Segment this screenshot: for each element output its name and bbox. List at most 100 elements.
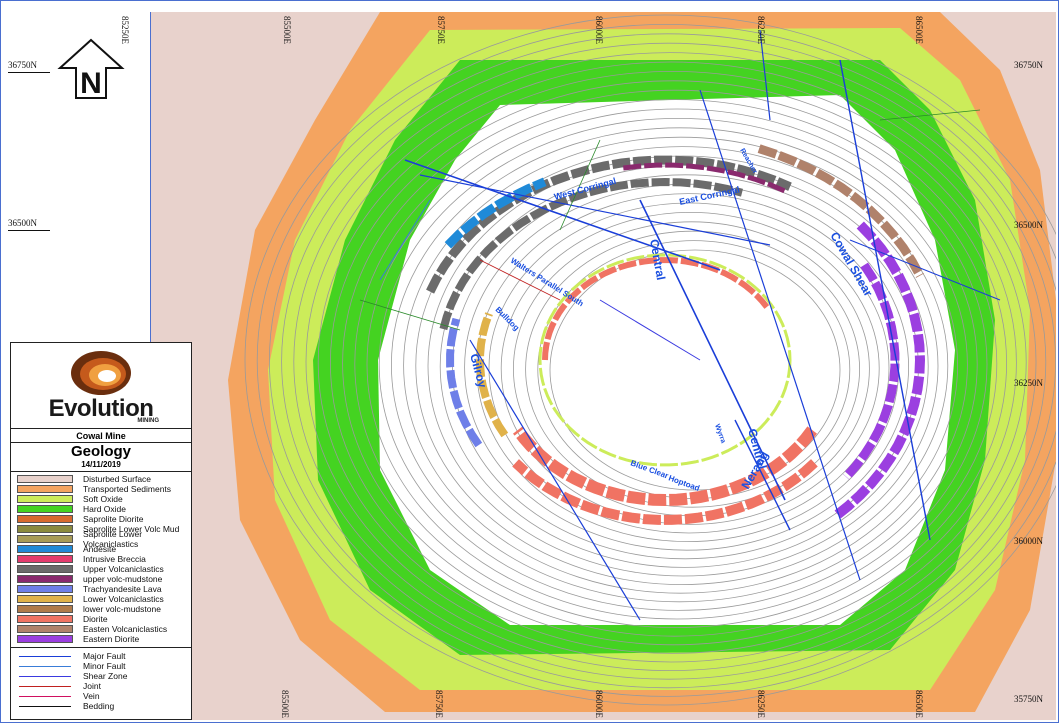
easting-label-bottom: 86250E: [756, 690, 766, 718]
legend-unit-row: Easten Volcaniclastics: [17, 624, 191, 634]
northing-tick: [8, 72, 50, 73]
legend-unit-row: Saprolite Lower Volc Mud: [17, 524, 191, 534]
company-logo: Evolution MINING: [11, 343, 191, 429]
legend-line-label: Minor Fault: [83, 661, 126, 671]
bench-contour: [293, 52, 1047, 672]
legend-unit-row: Intrusive Breccia: [17, 554, 191, 564]
legend-swatch: [17, 555, 73, 563]
legend-unit-row: Diorite: [17, 614, 191, 624]
legend-unit-label: Saprolite Lower Volc Mud: [83, 524, 180, 534]
geology-unit-band: [832, 221, 926, 521]
fault-line: [404, 159, 721, 271]
legend-swatch: [17, 495, 73, 503]
line-type-legend: Major Fault Minor Fault Shear Zone Joint Vei…: [11, 647, 191, 711]
fault-line: [419, 174, 771, 246]
legend-unit-row: Transported Sediments: [17, 484, 191, 494]
legend-line-swatch: [17, 682, 73, 690]
legend-swatch: [17, 575, 73, 583]
bench-contour: [488, 202, 890, 534]
easting-label-top: 85750E: [436, 16, 446, 44]
geology-unit-band: [542, 257, 770, 361]
map-title: Geology: [70, 443, 131, 460]
bench-contour: [500, 211, 880, 525]
bench-contour: [281, 42, 1056, 680]
bench-contour: [439, 164, 929, 568]
geology-unit-band: [476, 312, 509, 438]
title-block: Cowal Mine Geology 14/11/2019: [11, 429, 191, 472]
fault-line: [359, 299, 461, 331]
legend-line-label: Joint: [83, 681, 101, 691]
northing-label-left: 36500N: [8, 218, 37, 228]
legend-line-label: Vein: [83, 691, 100, 701]
fault-line: [759, 29, 771, 121]
fault-line: [839, 59, 931, 541]
legend-swatch: [17, 545, 73, 553]
northing-tick: [8, 230, 50, 231]
legend-swatch: [17, 605, 73, 613]
legend-line-swatch: [17, 652, 73, 660]
legend-unit-label: Saprolite Lower Volcaniclastics: [83, 529, 143, 549]
legend-swatch: [17, 525, 73, 533]
legend-unit-label: Saprolite Diorite: [83, 514, 144, 524]
legend-line-swatch: [17, 692, 73, 700]
bench-contour: [317, 70, 1027, 654]
legend-unit-row: Eastern Diorite: [17, 634, 191, 644]
geology-unit-band: [757, 144, 924, 278]
legend-unit-label: Trachyandesite Lava: [83, 584, 162, 594]
legend-line-row: Minor Fault: [17, 661, 191, 671]
bench-contour: [378, 117, 978, 611]
easting-label-bottom: 86000E: [594, 690, 604, 718]
fault-line: [599, 299, 701, 361]
legend-swatch: [17, 615, 73, 623]
legend-line-label: Bedding: [83, 701, 115, 711]
legend-unit-row: upper volc-mudstone: [17, 574, 191, 584]
legend-unit-label: Eastern Diorite: [83, 634, 140, 644]
geology-unit-band: [623, 162, 786, 194]
legend-swatch: [17, 585, 73, 593]
legend-swatch: [17, 505, 73, 513]
bench-contour: [525, 230, 860, 508]
legend-swatch: [17, 515, 73, 523]
geology-unit-band: [444, 177, 547, 249]
geology-unit-band: [513, 426, 817, 507]
bench-contour: [305, 61, 1037, 663]
legend-line-row: Vein: [17, 691, 191, 701]
geology-unit-band: [446, 317, 483, 448]
easting-label-bottom: 86500E: [914, 690, 924, 718]
bench-contour: [427, 155, 939, 577]
geology-unit-band: [426, 155, 792, 294]
legend-unit-label: Upper Volcaniclastics: [83, 564, 164, 574]
north-arrow: N: [56, 38, 126, 100]
bench-contour: [415, 146, 949, 586]
legend-unit-label: Diorite: [83, 614, 108, 624]
fault-line: [879, 109, 981, 121]
legend-swatch: [17, 565, 73, 573]
legend-unit-row: Disturbed Surface: [17, 474, 191, 484]
legend-unit-row: Saprolite Lower Volcaniclastics: [17, 529, 191, 549]
fault-line: [479, 259, 561, 301]
northing-label-right: 35750N: [1014, 694, 1043, 704]
legend-unit-label: Intrusive Breccia: [83, 554, 146, 564]
fault-line: [639, 199, 786, 501]
legend-unit-label: Soft Oxide: [83, 494, 123, 504]
contour-lines: [244, 14, 1056, 706]
geology-unit-band: [538, 253, 792, 467]
logo-submark: MINING: [137, 418, 159, 424]
fault-line: [849, 239, 1001, 301]
legend-line-swatch: [17, 662, 73, 670]
geology-unit-band: [842, 262, 900, 480]
legend-unit-label: Easten Volcaniclastics: [83, 624, 168, 634]
legend-unit-label: Andesite: [83, 544, 117, 554]
legend-unit-row: lower volc-mudstone: [17, 604, 191, 614]
easting-label-top: 86000E: [594, 16, 604, 44]
bench-contour: [366, 108, 988, 620]
bench-contour: [354, 99, 998, 629]
northing-label-right: 36500N: [1014, 220, 1043, 230]
mine-name: Cowal Mine: [11, 431, 191, 443]
bench-contour: [342, 89, 1007, 637]
bench-contour: [403, 136, 958, 594]
geology-unit-band: [439, 177, 743, 331]
northing-label-left: 36750N: [8, 60, 37, 70]
